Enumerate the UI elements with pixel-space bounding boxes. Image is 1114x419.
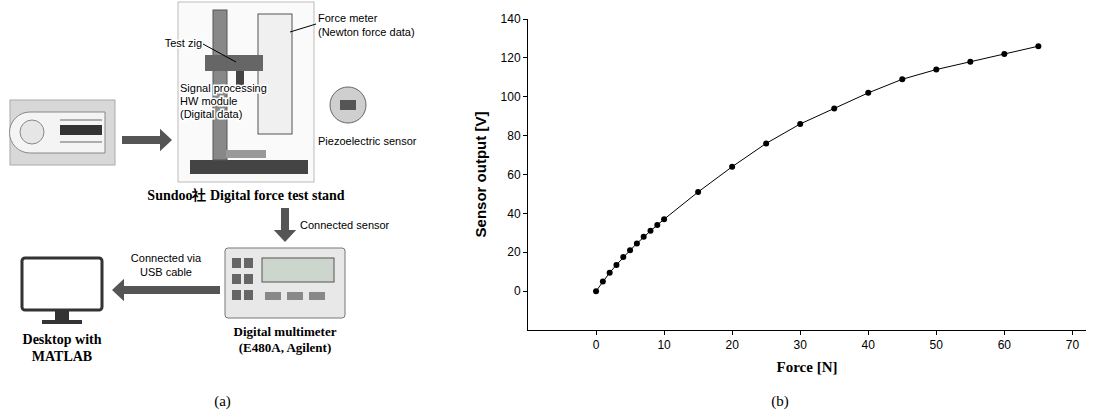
svg-text:Sensor output [V]: Sensor output [V] [472, 112, 489, 238]
svg-text:70: 70 [1066, 338, 1080, 352]
svg-text:(Newton force data): (Newton force data) [318, 26, 415, 38]
svg-text:60: 60 [507, 168, 521, 182]
svg-text:140: 140 [501, 12, 521, 26]
svg-text:Signal processing: Signal processing [180, 82, 267, 94]
svg-text:(Digital data): (Digital data) [180, 108, 242, 120]
svg-text:USB cable: USB cable [140, 266, 192, 278]
svg-text:0: 0 [593, 338, 600, 352]
svg-text:40: 40 [507, 207, 521, 221]
svg-text:Force [N]: Force [N] [777, 359, 838, 375]
svg-text:30: 30 [794, 338, 808, 352]
svg-text:(E480A, Agilent): (E480A, Agilent) [239, 340, 331, 355]
svg-text:Connected sensor: Connected sensor [300, 219, 390, 231]
svg-text:Sundoo社 Digital force test sta: Sundoo社 Digital force test stand [147, 188, 345, 203]
svg-text:60: 60 [998, 338, 1012, 352]
svg-text:120: 120 [501, 51, 521, 65]
svg-text:Connected via: Connected via [131, 252, 202, 264]
svg-text:80: 80 [507, 129, 521, 143]
svg-text:Piezoelectric sensor: Piezoelectric sensor [318, 135, 417, 147]
svg-text:50: 50 [930, 338, 944, 352]
svg-text:Desktop with: Desktop with [23, 332, 102, 347]
svg-text:Force meter: Force meter [318, 12, 378, 24]
svg-text:Digital multimeter: Digital multimeter [234, 324, 337, 339]
svg-text:100: 100 [501, 90, 521, 104]
svg-text:MATLAB: MATLAB [32, 349, 92, 364]
svg-text:20: 20 [725, 338, 739, 352]
svg-text:40: 40 [862, 338, 876, 352]
svg-text:20: 20 [507, 245, 521, 259]
svg-text:Test zig: Test zig [165, 37, 202, 49]
svg-text:10: 10 [657, 338, 671, 352]
svg-text:HW module: HW module [180, 95, 237, 107]
html-text:(a): (a) [214, 393, 231, 409]
svg-text:0: 0 [514, 284, 521, 298]
html-text:(b): (b) [771, 393, 789, 409]
